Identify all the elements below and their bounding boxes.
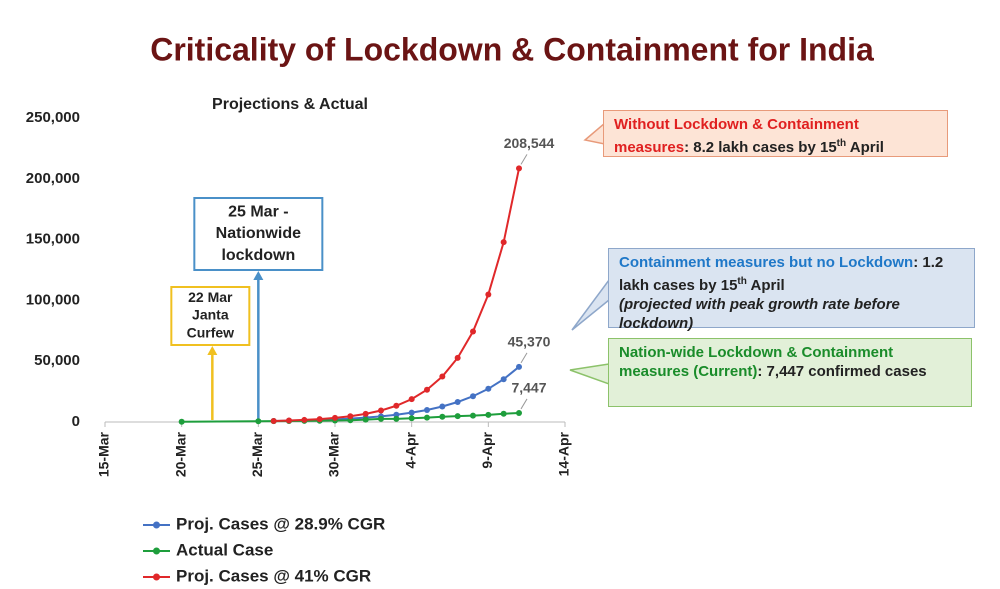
data-point [255, 418, 262, 425]
x-tick-label: 25-Mar [249, 431, 265, 477]
legend-marker [153, 521, 160, 529]
legend-label: Proj. Cases @ 28.9% CGR [176, 514, 385, 533]
data-label: 45,370 [508, 334, 551, 350]
data-point [408, 415, 415, 422]
data-point [439, 373, 446, 380]
annotation-box [170, 286, 251, 346]
data-point [485, 385, 492, 392]
data-point [454, 413, 461, 420]
data-point [500, 410, 507, 417]
label-leader [520, 352, 528, 364]
callout-text-tail: April [846, 139, 884, 156]
data-point [516, 409, 522, 416]
x-tick-label: 30-Mar [326, 431, 342, 477]
data-point [347, 413, 354, 420]
annotation-text: 25 Mar - [228, 203, 288, 220]
callout-sup: th [737, 276, 747, 287]
data-label: 7,447 [511, 380, 546, 396]
data-point [470, 393, 476, 400]
annotation-text: lockdown [221, 247, 295, 264]
data-point [393, 411, 400, 418]
legend-label: Proj. Cases @ 41% CGR [176, 566, 371, 585]
annotation-text: Janta [192, 307, 229, 323]
annotation-text: Curfew [187, 324, 235, 340]
callout-text: : 1.2 lakh cases by 15 [619, 254, 944, 294]
y-tick-label: 200,000 [26, 170, 80, 187]
data-point [178, 418, 185, 425]
callout-pointer [571, 277, 610, 331]
data-point [516, 363, 522, 370]
annotation-arrowhead [253, 271, 264, 280]
callout-note: (projected with peak growth rate before … [619, 296, 900, 332]
callout-pointer [569, 363, 610, 386]
chart-subtitle: Projections & Actual [212, 96, 368, 113]
data-point [270, 417, 277, 424]
y-tick-label: 250,000 [26, 109, 80, 126]
callout: Nation-wide Lockdown & Containment measu… [608, 338, 972, 407]
data-point [470, 412, 476, 419]
legend-marker [153, 573, 160, 581]
callout-text: : 7,447 confirmed cases [757, 363, 927, 380]
data-point [500, 376, 507, 383]
data-point [424, 406, 430, 413]
data-point [378, 407, 384, 414]
data-point [439, 413, 446, 420]
x-tick-label: 20-Mar [172, 431, 188, 477]
callout: Without Lockdown & Containment measures:… [603, 110, 948, 157]
x-tick-label: 14-Apr [556, 431, 572, 476]
data-point [301, 416, 308, 423]
data-point [362, 410, 369, 417]
x-tick-label: 15-Mar [96, 431, 112, 477]
data-point [454, 354, 461, 361]
annotation-text: 22 Mar [188, 289, 233, 305]
data-point [378, 415, 384, 422]
x-tick-label: 9-Apr [479, 431, 495, 468]
y-tick-label: 0 [72, 413, 80, 430]
callout-text-tail: April [746, 277, 785, 294]
legend-label: Actual Case [176, 540, 273, 559]
data-point [424, 386, 430, 393]
annotation-arrowhead [207, 346, 218, 355]
callout-pointer [583, 122, 605, 145]
callout-heading: Containment measures but no Lockdown [619, 254, 914, 271]
legend-marker [153, 547, 160, 555]
data-point [424, 414, 430, 421]
y-tick-label: 100,000 [26, 291, 80, 308]
data-point [485, 291, 492, 298]
callout: Containment measures but no Lockdown: 1.… [608, 248, 975, 332]
data-point [439, 403, 446, 410]
callout-text: : 8.2 lakh cases by 15 [684, 139, 837, 156]
data-point [393, 402, 400, 409]
x-tick-label: 4-Apr [402, 431, 418, 468]
callout-heading: Without Lockdown & Containment measures [614, 116, 859, 156]
y-tick-label: 150,000 [26, 231, 80, 248]
label-leader [520, 398, 528, 410]
data-point [408, 396, 415, 403]
data-point [500, 239, 507, 246]
data-point [316, 416, 323, 423]
annotation-box [193, 197, 324, 271]
chart-title: Criticality of Lockdown & Containment fo… [150, 31, 874, 67]
data-point [408, 409, 415, 416]
data-point [470, 328, 476, 335]
data-point [516, 165, 522, 172]
data-point [332, 414, 338, 421]
data-point [485, 411, 492, 418]
data-point [454, 399, 461, 406]
annotation-text: Nationwide [216, 225, 301, 242]
label-leader [520, 154, 528, 165]
callout-sup: th [836, 138, 847, 149]
data-point [393, 415, 400, 422]
y-tick-label: 50,000 [34, 352, 80, 369]
callout-heading: Nation-wide Lockdown & Containment measu… [619, 344, 894, 380]
data-point [362, 416, 369, 423]
data-point [286, 417, 292, 424]
data-label: 208,544 [504, 135, 555, 151]
